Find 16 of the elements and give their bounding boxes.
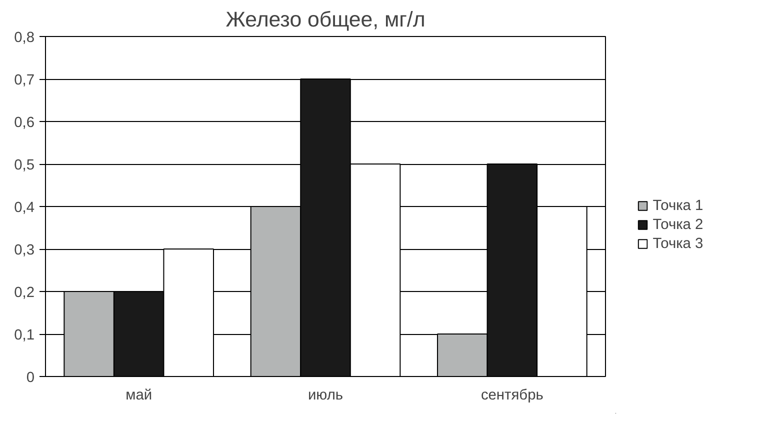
legend-label: Точка 1 <box>652 198 704 214</box>
x-tick-label: сентябрь <box>480 388 544 404</box>
x-tick-label: июль <box>308 388 344 404</box>
x-tick-label: май <box>126 388 152 404</box>
legend-label: Точка 3 <box>652 236 704 252</box>
chart-title: Железо общее, мг/л <box>226 8 426 32</box>
y-tick-label: 0,4 <box>14 200 34 216</box>
legend-label: Точка 2 <box>652 216 704 232</box>
y-tick-label: 0,7 <box>14 72 34 88</box>
y-tick-label: 0,2 <box>14 285 34 301</box>
y-tick-label: 0,6 <box>14 115 34 131</box>
y-tick-label: 0,1 <box>14 328 34 344</box>
y-tick-label: 0,3 <box>14 242 34 258</box>
y-tick-label: 0 <box>26 370 35 386</box>
y-tick-label: 0,8 <box>14 30 34 46</box>
y-tick-label: 0,5 <box>14 158 34 174</box>
